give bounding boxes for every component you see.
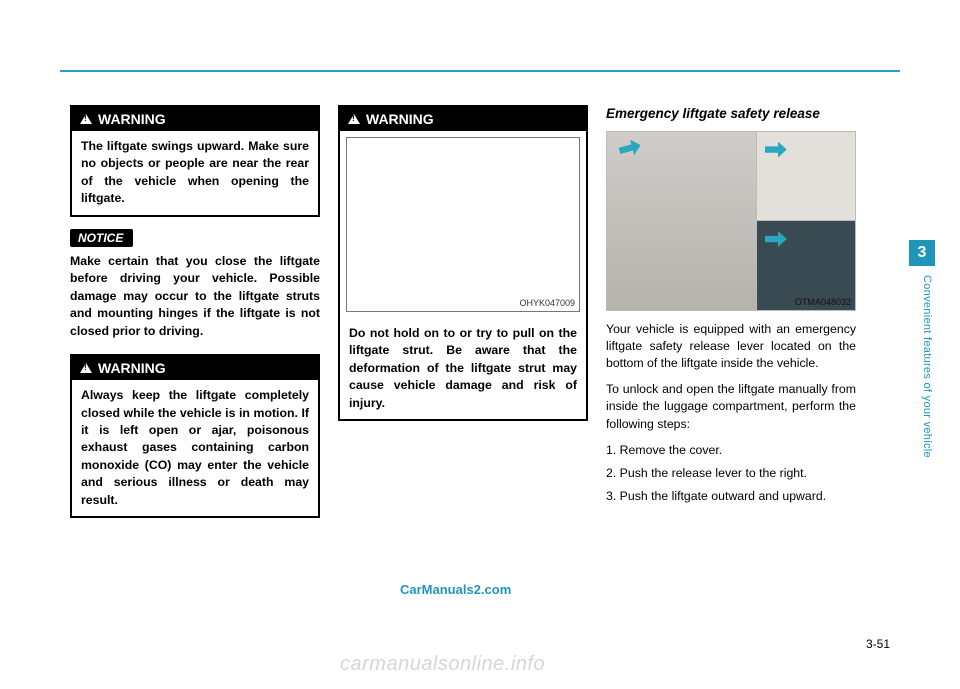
warning-image: OHYK047009 — [346, 137, 580, 312]
warning-box-1: WARNING The liftgate swings upward. Make… — [70, 105, 320, 217]
step-item: 3. Push the liftgate outward and upward. — [606, 487, 856, 506]
notice-label: NOTICE — [70, 229, 133, 247]
warning-box-3: WARNING OHYK047009 Do not hold on to or … — [338, 105, 588, 421]
notice-text: Make certain that you close the liftgate… — [70, 253, 320, 340]
warning-body-text: Do not hold on to or try to pull on the … — [340, 318, 586, 419]
image-caption: OTMA048032 — [795, 297, 851, 307]
watermark-carmanualsonline: carmanualsonline.info — [340, 653, 545, 676]
warning-header: WARNING — [72, 356, 318, 380]
column-3: Emergency liftgate safety release OTMA04… — [606, 105, 856, 530]
image-caption: OHYK047009 — [519, 298, 575, 308]
column-2: WARNING OHYK047009 Do not hold on to or … — [338, 105, 588, 530]
arrow-icon — [765, 231, 787, 247]
step-item: 2. Push the release lever to the right. — [606, 464, 856, 483]
arrow-icon — [765, 142, 787, 158]
header-rule — [60, 70, 900, 72]
warning-header: WARNING — [72, 107, 318, 131]
image-right-panels — [756, 132, 855, 310]
section-heading: Emergency liftgate safety release — [606, 105, 856, 123]
image-left-panel — [607, 132, 756, 310]
content-area: WARNING The liftgate swings upward. Make… — [70, 105, 860, 530]
paragraph: Your vehicle is equipped with an emergen… — [606, 321, 856, 373]
warning-label: WARNING — [98, 111, 166, 127]
notice-block: NOTICE Make certain that you close the l… — [70, 229, 320, 354]
warning-body-text: Always keep the liftgate completely clos… — [72, 380, 318, 516]
warning-triangle-icon — [80, 363, 92, 373]
steps-list: 1. Remove the cover. 2. Push the release… — [606, 441, 856, 510]
liftgate-release-image: OTMA048032 — [606, 131, 856, 311]
warning-label: WARNING — [98, 360, 166, 376]
step-item: 1. Remove the cover. — [606, 441, 856, 460]
warning-header: WARNING — [340, 107, 586, 131]
warning-body-text: The liftgate swings upward. Make sure no… — [72, 131, 318, 215]
arrow-icon — [617, 137, 642, 158]
chapter-side-title: Convenient features of your vehicle — [915, 275, 933, 505]
paragraph: To unlock and open the liftgate manually… — [606, 381, 856, 433]
warning-triangle-icon — [80, 114, 92, 124]
warning-box-2: WARNING Always keep the liftgate complet… — [70, 354, 320, 518]
chapter-number: 3 — [918, 244, 927, 262]
column-1: WARNING The liftgate swings upward. Make… — [70, 105, 320, 530]
chapter-tab: 3 — [909, 240, 935, 266]
warning-label: WARNING — [366, 111, 434, 127]
warning-triangle-icon — [348, 114, 360, 124]
image-right-top — [756, 132, 855, 222]
page-number: 3-51 — [866, 637, 890, 651]
watermark-carmanuals2: CarManuals2.com — [400, 582, 511, 597]
